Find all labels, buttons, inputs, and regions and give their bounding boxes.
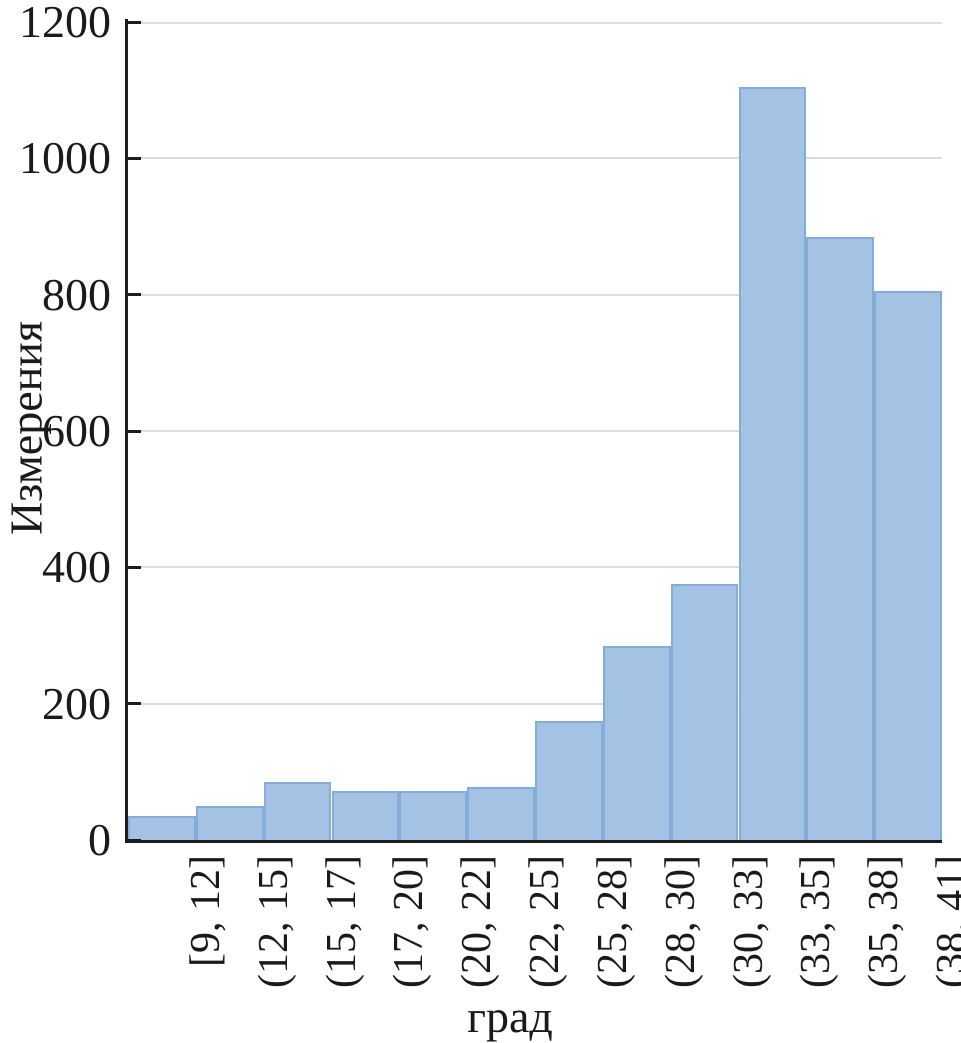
bar-[9, 12] [128, 816, 196, 840]
x-tick-label-(25, 28]: (25, 28] [589, 855, 636, 988]
y-tick-label-1000: 1000 [19, 132, 111, 184]
gridline-600 [128, 430, 942, 432]
bar-(15, 17] [263, 782, 332, 840]
x-tick-label-[9, 12]: [9, 12] [182, 855, 229, 967]
y-tick-1000 [126, 156, 141, 160]
y-tick-600 [126, 429, 141, 433]
gridline-400 [128, 566, 942, 569]
bar-(17, 20] [331, 790, 400, 840]
y-tick-1200 [126, 20, 141, 24]
bar-(12, 15] [195, 805, 264, 840]
bar-(25, 28] [535, 720, 603, 840]
y-tick-label-200: 200 [42, 677, 111, 729]
y-tick-0 [126, 838, 141, 842]
x-tick-label-(38, 41]: (38, 41] [929, 855, 961, 988]
gridline-1200 [128, 22, 942, 24]
y-tick-label-600: 600 [42, 405, 111, 456]
y-tick-label-1200: 1200 [19, 0, 111, 47]
x-axis-spine [125, 840, 942, 843]
gridline-200 [128, 702, 942, 705]
bar-(30, 33] [670, 584, 739, 840]
bar-(28, 30] [602, 645, 671, 840]
y-tick-label-0: 0 [88, 814, 111, 865]
gridline-800 [128, 293, 942, 296]
x-tick-label-(35, 38]: (35, 38] [861, 855, 908, 988]
bar-(38, 41] [874, 291, 942, 840]
gridline-1000 [128, 157, 942, 160]
y-tick-400 [126, 565, 141, 569]
x-tick-label-(33, 35]: (33, 35] [793, 855, 840, 988]
bar-(22, 25] [467, 786, 535, 840]
bar-(20, 22] [399, 790, 468, 840]
x-tick-label-(12, 15]: (12, 15] [250, 855, 297, 988]
x-axis-title: град [467, 991, 553, 1042]
x-tick-label-(17, 20]: (17, 20] [386, 855, 433, 988]
x-tick-label-(15, 17]: (15, 17] [318, 855, 365, 988]
x-tick-label-(30, 33]: (30, 33] [725, 855, 772, 988]
y-tick-200 [126, 702, 141, 706]
x-tick-label-(28, 30]: (28, 30] [657, 855, 704, 988]
y-tick-label-800: 800 [42, 268, 111, 320]
y-tick-800 [126, 293, 141, 297]
plot-area [128, 22, 942, 840]
bar-(33, 35] [738, 86, 807, 840]
bar-(35, 38] [806, 236, 875, 840]
y-tick-label-400: 400 [42, 541, 111, 593]
